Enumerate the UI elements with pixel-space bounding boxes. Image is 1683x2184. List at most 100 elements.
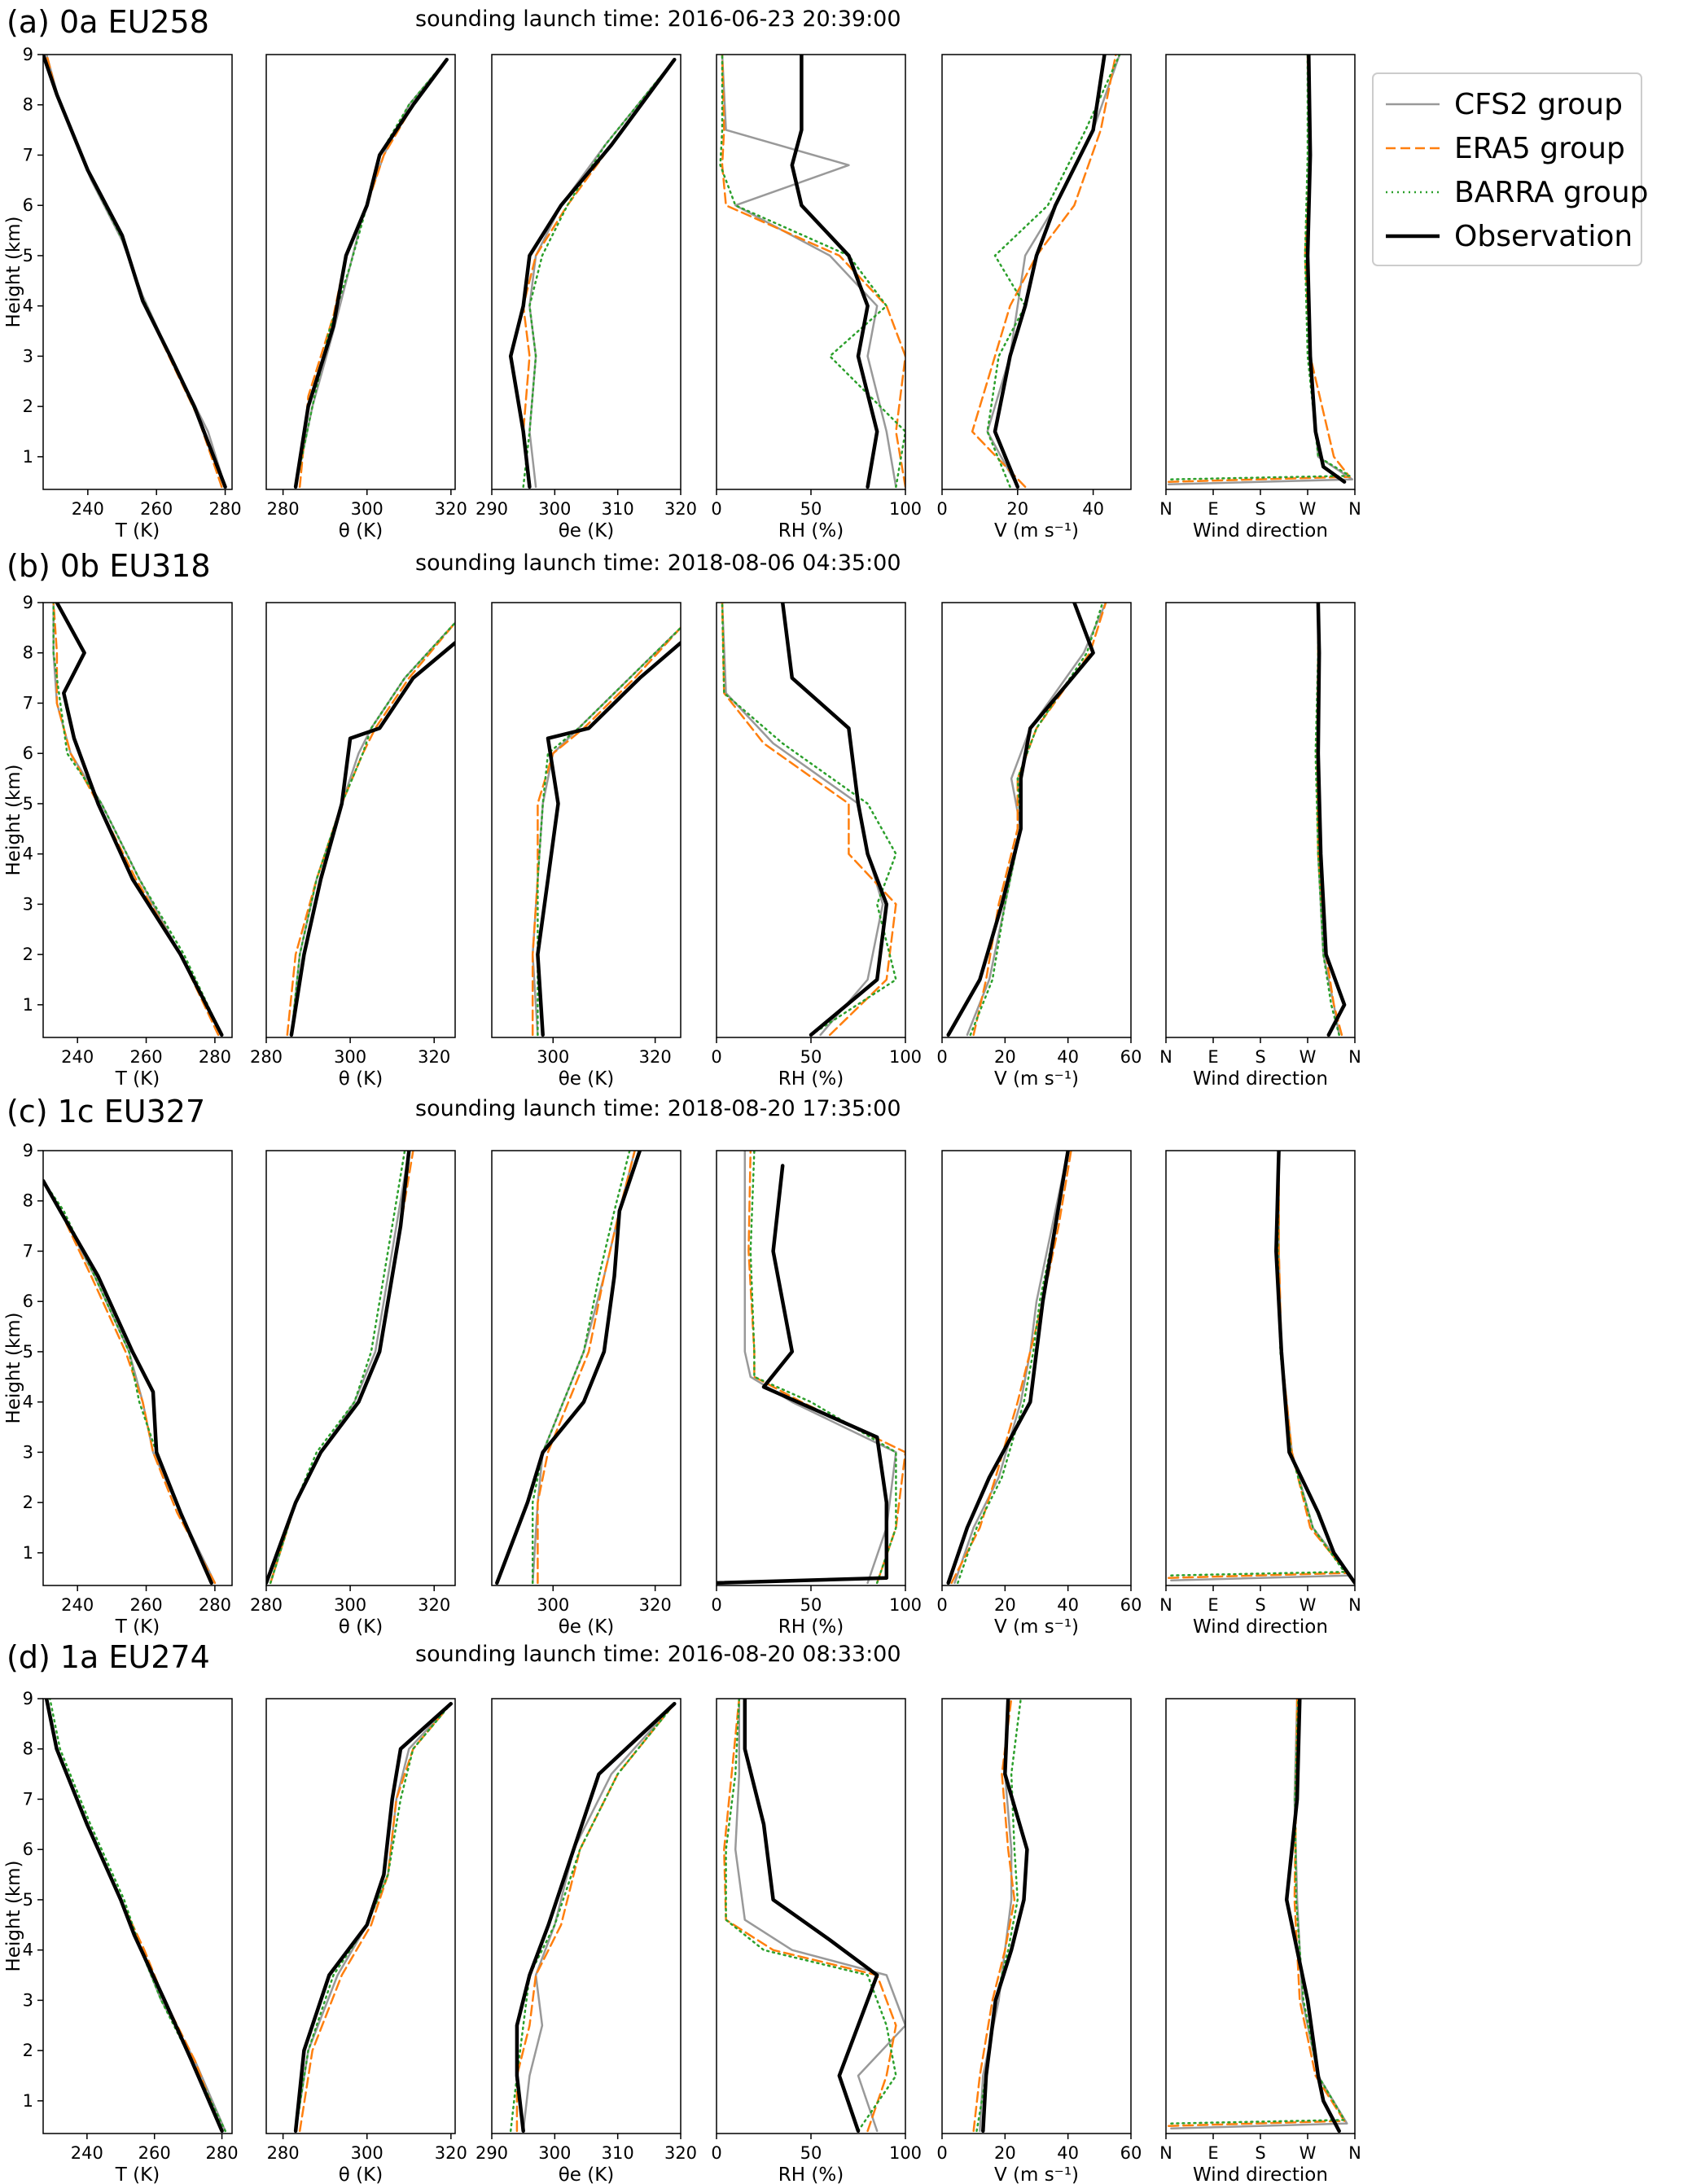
x-axis-label: Wind direction <box>1193 2164 1328 2184</box>
series-group <box>44 1699 226 2134</box>
y-axis-label: Height (km) <box>3 1312 24 1423</box>
x-tick-label: E <box>1207 1595 1218 1615</box>
series-obs-line <box>266 1151 411 1585</box>
x-axis-label: RH (%) <box>778 2164 844 2184</box>
sounding-row-2: (c) 1c EU327 sounding launch time: 2018-0… <box>3 1094 1361 1638</box>
row-subtitle: sounding launch time: 2016-08-20 08:33:0… <box>415 1642 901 1667</box>
x-tick-label: 40 <box>1057 2143 1079 2163</box>
series-obs-line <box>993 55 1107 489</box>
x-tick-label: 0 <box>711 2143 721 2163</box>
x-axis-label: θe (K) <box>559 520 615 542</box>
series-barra-line <box>749 1151 897 1585</box>
series-barra-line <box>975 1699 1022 2133</box>
y-tick-label: 5 <box>23 794 33 814</box>
series-obs-line <box>1305 55 1347 484</box>
series-cfs2-line <box>1170 1699 1348 2130</box>
series-group <box>52 603 224 1037</box>
panel-frame <box>491 1698 682 2134</box>
x-axis-label: θ (K) <box>339 520 383 542</box>
x-tick-label: 280 <box>199 1047 231 1067</box>
panel-1-3: 0 50 100 RH (%) <box>711 602 922 1090</box>
x-tick-label: E <box>1207 2143 1218 2163</box>
series-obs-line <box>981 1699 1029 2134</box>
series-group <box>266 1151 414 1585</box>
x-axis-label: T (K) <box>115 1616 160 1638</box>
x-tick-label: 0 <box>711 1595 721 1615</box>
x-tick-label: 0 <box>711 1047 721 1067</box>
series-obs-line <box>790 55 879 489</box>
x-tick-label: 100 <box>889 1595 922 1615</box>
y-tick-label: 4 <box>23 296 33 316</box>
y-tick-label: 7 <box>23 693 33 713</box>
series-group <box>509 1701 677 2134</box>
panel-3-1: 280 300 320 θ (K) <box>265 1698 467 2184</box>
x-tick-label: S <box>1255 2143 1265 2163</box>
panel-2-0: 240 260 280 T (K) 1 2 3 4 5 6 7 8 9 <box>23 1141 233 1638</box>
series-barra-line <box>290 621 455 1037</box>
y-tick-label: 2 <box>23 397 33 416</box>
panel-1-0: 240 260 280 T (K) 1 2 3 4 5 6 7 8 9 <box>23 593 233 1090</box>
x-tick-label: W <box>1300 1595 1317 1615</box>
series-era5-line <box>286 621 455 1037</box>
x-tick-label: 280 <box>199 1595 231 1615</box>
panel-frame <box>42 1150 233 1586</box>
x-tick-label: N <box>1348 499 1361 519</box>
x-tick-label: 240 <box>61 1047 94 1067</box>
x-axis-label: V (m s⁻¹) <box>994 1616 1079 1638</box>
panel-frame <box>491 54 682 490</box>
x-tick-label: 20 <box>994 1047 1016 1067</box>
series-barra-line <box>1170 55 1351 480</box>
y-tick-label: 3 <box>23 894 33 914</box>
y-tick-label: 8 <box>23 643 33 663</box>
y-tick-label: 5 <box>23 1342 33 1362</box>
series-cfs2-line <box>979 1699 1013 2133</box>
series-group <box>721 603 897 1037</box>
series-obs-line <box>1274 1151 1355 1585</box>
series-obs-line <box>43 1178 213 1585</box>
x-axis-label: V (m s⁻¹) <box>994 1068 1079 1090</box>
panel-1-4: 0 20 40 60 V (m s⁻¹) <box>936 602 1142 1090</box>
panel-0-5: N E S W N Wind direction <box>1159 54 1361 542</box>
x-tick-label: N <box>1159 1047 1172 1067</box>
x-tick-label: 40 <box>1057 1047 1079 1067</box>
series-obs-line <box>44 1699 224 2134</box>
x-tick-label: W <box>1300 499 1317 519</box>
series-cfs2-line <box>966 603 1107 1037</box>
series-era5-line <box>721 55 905 489</box>
series-obs-line <box>717 1164 889 1585</box>
y-tick-label: 6 <box>23 1292 33 1311</box>
row-title: (a) 0a EU258 <box>7 4 209 40</box>
series-era5-line <box>721 603 897 1037</box>
series-barra-line <box>537 626 681 1037</box>
x-tick-label: 300 <box>538 2143 571 2163</box>
series-cfs2-line <box>721 603 884 1037</box>
panel-3-2: 290 300 310 320 θe (K) <box>476 1698 697 2184</box>
panel-frame <box>1165 1150 1356 1586</box>
legend-label: ERA5 group <box>1454 132 1625 165</box>
panel-1-2: 300 320 θe (K) <box>491 602 682 1090</box>
series-obs-line <box>293 57 449 489</box>
x-tick-label: 290 <box>476 499 508 519</box>
x-tick-label: N <box>1159 499 1172 519</box>
panel-2-5: N E S W N Wind direction <box>1159 1150 1361 1638</box>
series-obs-line <box>1316 603 1347 1037</box>
panel-frame <box>491 1150 682 1586</box>
series-era5-line <box>723 1699 897 2133</box>
x-tick-label: 100 <box>889 499 922 519</box>
series-group <box>286 621 455 1037</box>
x-tick-label: 0 <box>936 2143 947 2163</box>
series-group <box>719 55 905 489</box>
series-group <box>717 1151 905 1585</box>
series-group <box>723 1699 905 2134</box>
panel-frame <box>42 1698 233 2134</box>
panel-3-0: 240 260 280 T (K) 1 2 3 4 5 6 7 8 9 <box>23 1689 239 2184</box>
x-tick-label: 320 <box>639 1047 672 1067</box>
series-cfs2-line <box>1170 1151 1351 1582</box>
x-tick-label: 20 <box>1006 499 1028 519</box>
row-subtitle: sounding launch time: 2016-06-23 20:39:0… <box>415 7 901 32</box>
series-group <box>972 1699 1029 2134</box>
x-tick-label: 20 <box>994 1595 1016 1615</box>
series-group <box>1167 1699 1348 2134</box>
series-era5-line <box>972 1699 1016 2133</box>
x-tick-label: 320 <box>664 2143 697 2163</box>
